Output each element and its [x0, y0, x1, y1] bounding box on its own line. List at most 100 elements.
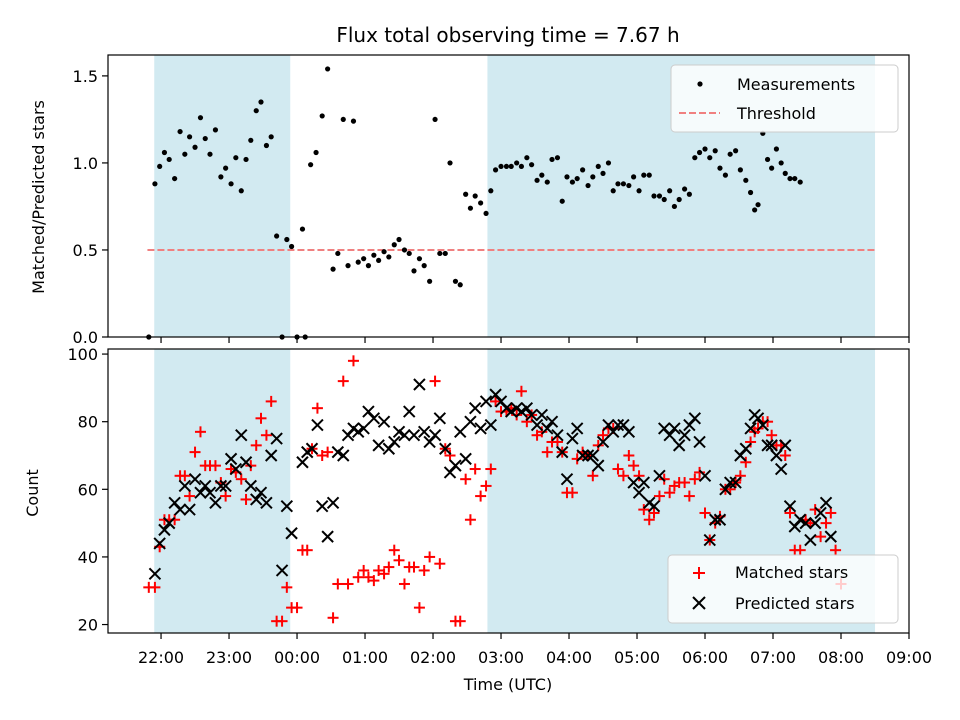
measurement-point: [381, 249, 387, 255]
measurement-point: [319, 113, 325, 119]
matched-point: [464, 514, 476, 526]
predicted-point: [194, 486, 207, 499]
predicted-point: [239, 456, 253, 469]
predicted-point: [398, 429, 411, 442]
measurement-point: [615, 181, 621, 187]
measurement-point: [626, 182, 632, 189]
measurement-point: [712, 148, 718, 154]
matched-point: [276, 615, 288, 627]
matched-point: [194, 426, 206, 438]
matched-point: [255, 412, 267, 424]
measurement-point: [288, 243, 295, 250]
predicted-point: [417, 425, 431, 439]
matched-point: [689, 473, 701, 485]
predicted-point: [449, 459, 462, 472]
predicted-point: [148, 567, 162, 581]
predicted-point: [560, 472, 574, 486]
measurement-point: [554, 155, 561, 161]
predicted-point: [570, 422, 584, 435]
matched-point: [444, 450, 456, 461]
measurement-point: [437, 250, 443, 257]
predicted-point: [209, 496, 222, 510]
predicted-point: [653, 469, 666, 482]
measurement-point: [457, 282, 463, 288]
predicted-point: [270, 432, 283, 445]
measurement-point: [539, 172, 545, 178]
predicted-point: [814, 506, 827, 520]
matched-point: [779, 450, 791, 461]
x-tick-label: 02:00: [410, 648, 456, 667]
matched-point: [536, 426, 548, 438]
predicted-point: [793, 513, 807, 526]
measurements-series: [146, 66, 803, 340]
top-legend-box: [670, 64, 899, 133]
top-y-axis-label: Matched/Predicted stars: [29, 100, 48, 294]
matched-point: [424, 551, 436, 563]
measurement-point: [197, 115, 204, 121]
x-tick-label: 00:00: [274, 648, 320, 667]
predicted-point: [474, 422, 487, 435]
predicted-point: [592, 459, 605, 472]
bottom-panel: 20 40 60 80 100 22:00 23:00 00:00 01:00 02:00 03:…: [23, 345, 932, 694]
top-shaded-interval: [154, 55, 291, 337]
measurement-point: [585, 182, 591, 189]
predicted-point: [250, 493, 263, 506]
measurement-point: [733, 148, 739, 154]
predicted-point: [403, 405, 416, 418]
measurement-point: [365, 263, 372, 269]
predicted-point: [688, 412, 702, 425]
predicted-point: [162, 516, 176, 530]
measurement-point: [524, 155, 530, 161]
matched-point: [653, 490, 665, 502]
measurement-point: [686, 191, 692, 197]
x-tick-label: 06:00: [682, 648, 728, 667]
predicted-point: [622, 425, 636, 439]
matched-point: [734, 470, 746, 482]
predicted-point: [484, 418, 498, 432]
predicted-point: [551, 429, 564, 442]
predicted-point: [305, 442, 319, 455]
legend-measurements-label: Measurements: [737, 75, 855, 94]
matched-point: [327, 612, 339, 624]
measurement-point: [667, 188, 673, 194]
predicted-point: [337, 449, 350, 462]
measurement-point: [503, 163, 510, 170]
measurement-point: [253, 108, 259, 114]
top-axes-frame: [107, 54, 910, 338]
predicted-point: [275, 564, 289, 577]
predicted-point: [260, 496, 273, 510]
matched-point: [815, 531, 827, 543]
matched-point: [571, 453, 583, 465]
measurement-point: [161, 149, 168, 156]
matched-point: [460, 473, 472, 485]
matched-point: [265, 395, 277, 407]
predicted-point: [607, 425, 620, 439]
measurement-point: [274, 233, 280, 239]
measurement-point: [391, 242, 397, 248]
matched-point: [235, 473, 247, 485]
measurement-point: [610, 188, 616, 194]
matched-point: [521, 416, 533, 428]
matched-point: [250, 439, 262, 451]
predicted-point: [729, 476, 742, 489]
measurement-point: [488, 188, 494, 194]
predicted-point: [739, 442, 753, 455]
measurement-point: [340, 116, 346, 123]
predicted-point: [468, 401, 482, 415]
matched-point: [352, 571, 364, 583]
measurement-point: [152, 181, 158, 187]
predicted-point: [264, 449, 278, 462]
predicted-point: [428, 429, 442, 442]
legend-matched-label: Matched stars: [735, 563, 848, 582]
predicted-point: [698, 469, 712, 482]
predicted-point: [556, 445, 569, 459]
measurement-point: [243, 156, 249, 163]
predicted-point: [235, 429, 248, 442]
measurement-point: [605, 160, 612, 166]
predicted-point: [535, 408, 549, 422]
matched-point: [408, 561, 420, 573]
measurement-point: [263, 142, 270, 149]
predicted-point: [321, 530, 334, 543]
predicted-point: [326, 496, 340, 510]
